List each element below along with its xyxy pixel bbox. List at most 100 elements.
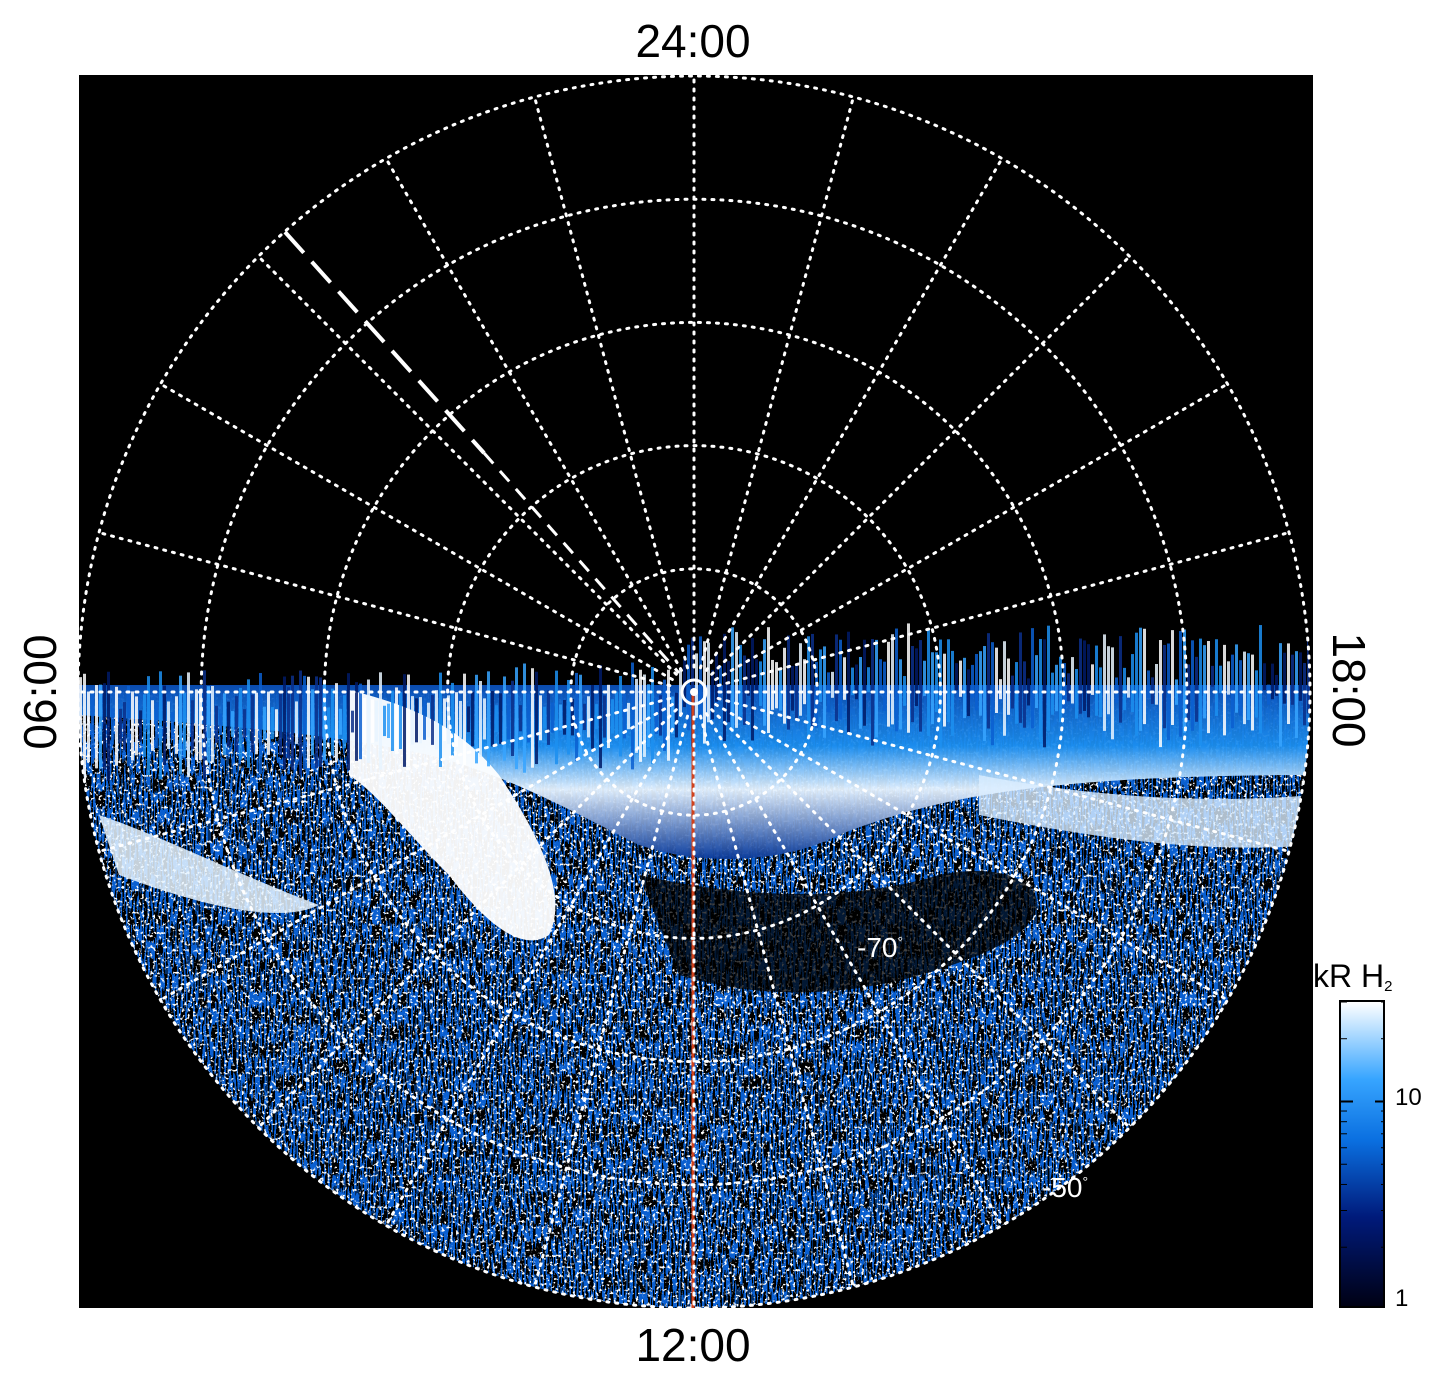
striation xyxy=(831,671,834,698)
striation xyxy=(1027,678,1030,706)
pole-dot xyxy=(690,688,698,696)
striation xyxy=(295,701,298,744)
striation xyxy=(211,685,214,763)
striation xyxy=(623,693,626,739)
striation xyxy=(499,693,502,744)
striation xyxy=(331,688,334,756)
striation xyxy=(355,682,358,761)
striation xyxy=(195,689,198,761)
local-time-spoke xyxy=(698,714,855,1289)
striation xyxy=(963,657,966,719)
striation xyxy=(155,702,158,749)
striation xyxy=(83,673,86,781)
striation xyxy=(971,664,974,698)
striation xyxy=(179,675,182,775)
striation xyxy=(1171,630,1174,725)
striation xyxy=(639,669,642,762)
striation xyxy=(191,700,194,750)
striation xyxy=(183,692,186,757)
striation xyxy=(719,665,722,692)
striation xyxy=(119,708,122,744)
striation xyxy=(359,683,362,760)
striation xyxy=(663,679,666,751)
striation xyxy=(95,685,98,769)
striation xyxy=(659,695,662,736)
polar-projection-svg xyxy=(79,75,1312,1308)
striation xyxy=(511,680,514,757)
striation xyxy=(503,676,506,761)
striation xyxy=(591,684,594,749)
dashed-reference-line xyxy=(283,230,486,455)
striation xyxy=(299,670,302,775)
local-time-spoke xyxy=(705,712,1004,1227)
striation xyxy=(1095,645,1098,716)
striation xyxy=(1163,645,1166,729)
striation xyxy=(651,666,654,765)
striation xyxy=(667,669,670,761)
striation xyxy=(707,642,710,723)
striation xyxy=(147,676,150,776)
striation xyxy=(755,659,758,692)
local-time-spoke xyxy=(705,157,1004,672)
striation xyxy=(811,633,814,729)
striation xyxy=(271,707,274,740)
striation xyxy=(1247,653,1250,721)
local-time-spoke xyxy=(384,157,683,672)
striation xyxy=(247,679,250,768)
striation xyxy=(395,687,398,754)
striation xyxy=(523,663,526,773)
striation xyxy=(1075,668,1078,719)
striation xyxy=(1131,654,1134,713)
striation xyxy=(163,685,166,766)
striation xyxy=(107,671,110,782)
local-time-spoke xyxy=(698,95,855,670)
striation xyxy=(1035,655,1038,709)
striation xyxy=(1191,640,1194,731)
striation xyxy=(895,628,898,732)
striation xyxy=(215,705,218,743)
striation xyxy=(1067,673,1070,702)
striation xyxy=(79,677,82,777)
striation xyxy=(419,697,422,744)
striation xyxy=(655,696,658,735)
striation xyxy=(979,651,982,716)
striation xyxy=(175,696,178,754)
striation xyxy=(723,633,726,742)
local-time-spoke xyxy=(533,714,690,1289)
striation xyxy=(1259,625,1262,734)
striation xyxy=(1279,643,1282,747)
striation xyxy=(911,645,914,723)
striation xyxy=(551,702,554,733)
striation xyxy=(1119,636,1122,723)
striation xyxy=(1019,632,1022,723)
striation xyxy=(1111,647,1114,740)
striation xyxy=(319,677,322,767)
striation xyxy=(231,711,234,737)
local-time-label-bottom: 12:00 xyxy=(635,1319,751,1371)
striation xyxy=(411,696,414,745)
bright-auroral-patch xyxy=(349,690,556,941)
striation xyxy=(187,672,190,778)
striation xyxy=(579,674,582,760)
striation xyxy=(619,675,622,757)
striation xyxy=(115,686,118,766)
striation xyxy=(291,675,294,770)
striation xyxy=(747,658,750,696)
striation xyxy=(139,710,142,742)
striation xyxy=(203,670,206,779)
local-time-label-right: 18:00 xyxy=(1323,632,1375,748)
local-time-spoke xyxy=(159,703,674,1002)
striation xyxy=(867,667,870,693)
striation xyxy=(435,690,438,750)
local-time-spoke xyxy=(714,382,1229,681)
striation xyxy=(603,695,606,738)
striation xyxy=(1099,667,1102,718)
striation xyxy=(1011,675,1014,709)
striation xyxy=(631,662,634,770)
emission-gap xyxy=(639,871,1037,993)
striation xyxy=(451,682,454,757)
striation xyxy=(1291,654,1294,705)
striation xyxy=(159,671,162,780)
striation xyxy=(1079,638,1082,714)
colorbar-tick-1: 1 xyxy=(1395,1285,1409,1312)
